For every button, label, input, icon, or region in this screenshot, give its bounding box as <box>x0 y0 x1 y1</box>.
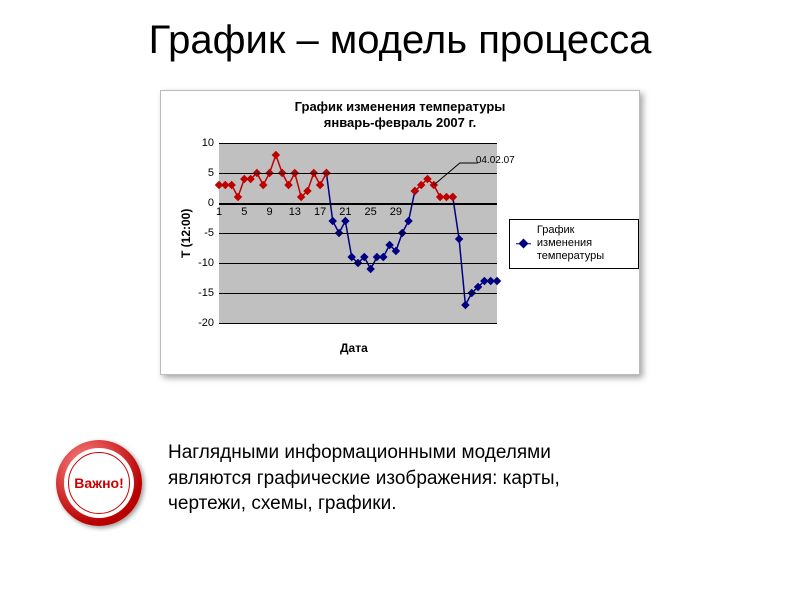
slide-title: График – модель процесса <box>0 0 800 63</box>
chart-title: График изменения температуры январь-февр… <box>161 91 639 132</box>
important-badge: Важно! <box>56 440 142 526</box>
temperature-chart: График изменения температуры январь-февр… <box>160 90 640 375</box>
gridline <box>219 323 497 324</box>
x-axis-label: Дата <box>340 341 368 355</box>
legend-marker-icon <box>518 239 528 249</box>
x-tick-label: 5 <box>241 206 247 218</box>
y-tick-label: 10 <box>202 137 214 149</box>
badge-text: Важно! <box>74 475 124 491</box>
x-tick-label: 29 <box>390 206 402 218</box>
x-tick-label: 17 <box>314 206 326 218</box>
legend-swatch <box>516 238 531 250</box>
gridline <box>219 263 497 264</box>
chart-legend: График изменения температуры <box>509 219 639 269</box>
y-tick-label: 0 <box>208 197 214 209</box>
y-axis-label: T (12:00) <box>179 209 193 258</box>
body-line-1: Наглядными информационными моделями <box>168 442 551 463</box>
y-tick-label: -5 <box>204 227 214 239</box>
x-tick-label: 21 <box>339 206 351 218</box>
body-line-2: являются графические изображения: карты, <box>168 468 560 489</box>
plot-area: -20-15-10-505101591317212529 <box>219 143 497 323</box>
gridline <box>219 173 497 174</box>
y-tick-label: 5 <box>208 167 214 179</box>
chart-title-line1: График изменения температуры <box>295 99 506 114</box>
x-tick-label: 1 <box>216 206 222 218</box>
body-line-3: чертежи, схемы, графики. <box>168 493 396 514</box>
x-tick-label: 25 <box>365 206 377 218</box>
x-tick-label: 13 <box>289 206 301 218</box>
y-tick-label: -10 <box>198 257 214 269</box>
body-text: Наглядными информационными моделями явля… <box>168 440 560 517</box>
chart-title-line2: январь-февраль 2007 г. <box>324 115 476 130</box>
y-tick-label: -20 <box>198 317 214 329</box>
y-tick-label: -15 <box>198 287 214 299</box>
gridline <box>219 143 497 144</box>
gridline <box>219 293 497 294</box>
gridline <box>219 233 497 234</box>
callout-label: 04.02.07 <box>476 155 515 166</box>
legend-text: График изменения температуры <box>537 224 632 264</box>
x-tick-label: 9 <box>266 206 272 218</box>
gridline <box>219 203 497 205</box>
